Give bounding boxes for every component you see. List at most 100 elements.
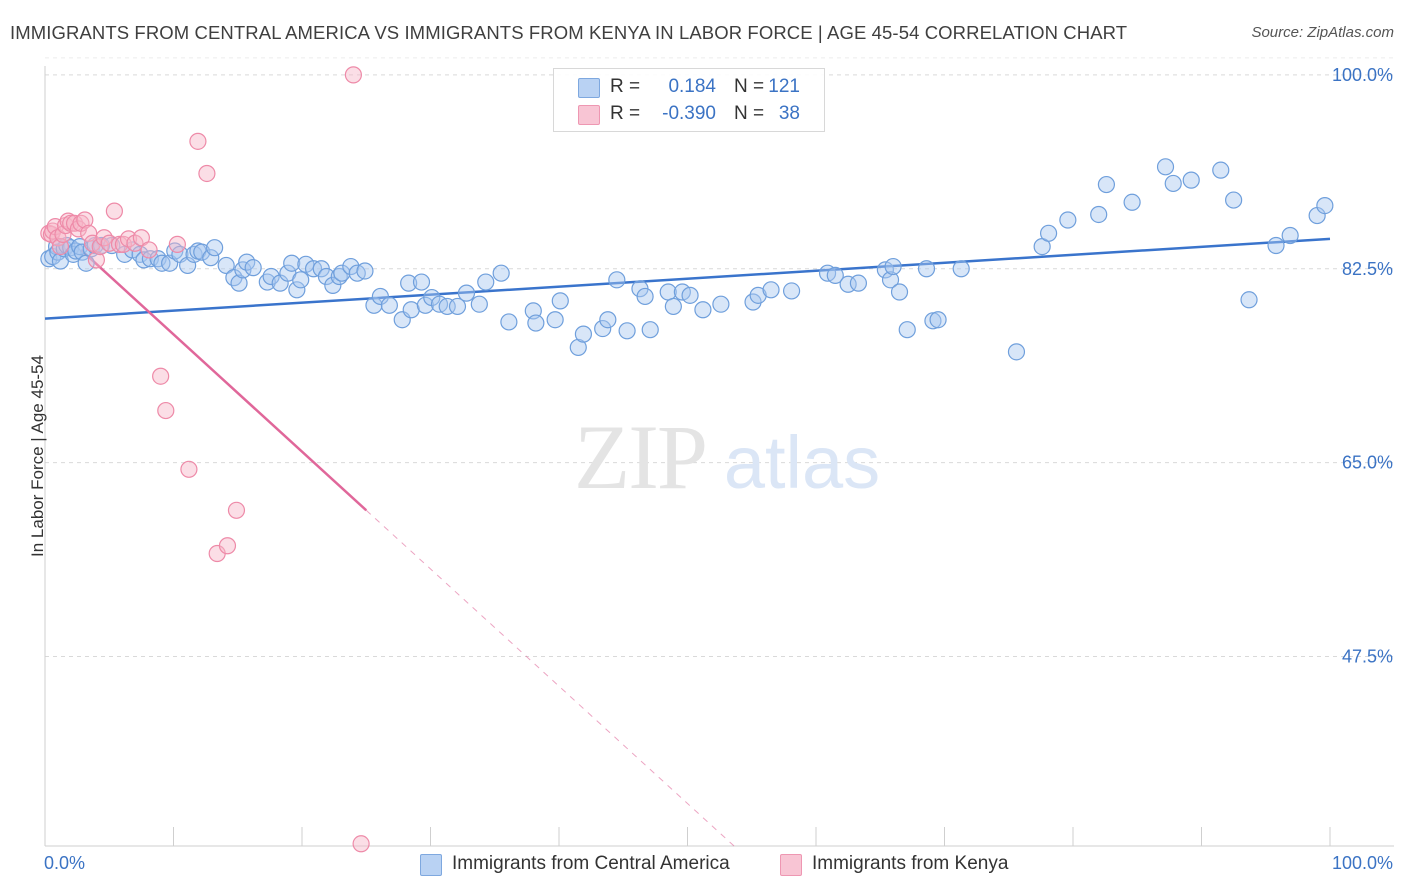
point-central-america [356,262,374,280]
legend-n-label: N = [734,103,765,124]
point-central-america [135,251,153,269]
point-central-america [244,259,262,277]
watermark: ZIP atlas [574,406,880,508]
point-central-america [492,264,510,282]
point-kenya [218,537,237,555]
legend-row-kenya: R = -0.390 N = 38 [554,100,824,128]
point-central-america [1212,161,1230,179]
legend-r-label: R = [610,76,641,97]
trend-extension-kenya [365,509,735,847]
y-tick-label: 82.5% [1342,259,1393,279]
point-central-america [1059,211,1077,229]
legend-r-value: -0.390 [662,103,716,124]
point-central-america [324,276,342,294]
point-central-america [1267,236,1285,255]
point-central-america [412,273,431,291]
bottom-legend: Immigrants from Central America Immigran… [0,852,1406,880]
point-central-america [230,274,248,292]
legend-r-label: R = [610,103,641,124]
point-kenya [140,241,158,259]
point-central-america [1039,224,1058,242]
point-central-america [288,281,306,299]
point-central-america [636,287,654,306]
grid-lines [45,57,1394,658]
y-tick-labels: 47.5% 65.0% 82.5% 100.0% [1332,65,1393,667]
point-kenya [87,251,106,269]
point-central-america [546,311,564,329]
point-central-america [712,295,730,313]
legend-r-value: 0.184 [668,76,716,97]
point-central-america [929,311,947,329]
point-central-america [1156,158,1175,176]
point-central-america [608,271,626,289]
point-central-america [569,338,587,357]
point-central-america [890,283,909,301]
legend: R = 0.184 N = 121 R = -0.390 N = 38 [553,68,825,132]
bottom-legend-swatch-blue [420,854,442,876]
point-kenya [180,460,198,478]
point-kenya [91,237,109,256]
point-kenya [189,132,207,150]
point-central-america [664,297,682,316]
point-kenya [198,164,216,183]
bottom-legend-swatch-pink [780,854,802,876]
point-kenya [152,367,170,385]
point-central-america [749,286,767,304]
point-central-america [849,274,868,292]
point-central-america [826,266,844,285]
point-central-america [1182,171,1200,189]
point-central-america [952,260,970,278]
legend-n-value: 121 [768,76,800,97]
point-central-america [898,321,916,339]
point-central-america [884,257,902,276]
legend-swatch-pink [578,105,600,125]
point-central-america [477,273,495,291]
point-central-america [283,254,301,272]
point-central-america [1007,343,1026,361]
point-central-america [234,261,252,279]
point-central-america [193,243,211,261]
x-tick-label: 0.0% [44,853,85,873]
point-central-america [457,284,476,302]
point-central-america [371,287,389,306]
point-central-america [618,322,636,340]
point-central-america [782,282,801,300]
source-label: Source: ZipAtlas.com [1251,24,1394,41]
y-tick-label: 65.0% [1342,453,1393,473]
point-central-america [1164,174,1182,193]
point-central-america [470,295,488,313]
point-central-america [402,301,420,319]
chart-title: IMMIGRANTS FROM CENTRAL AMERICA VS IMMIG… [10,22,1128,43]
point-central-america [594,319,612,338]
point-kenya [80,224,98,242]
legend-swatch-blue [578,78,600,98]
point-kenya [76,211,94,229]
bottom-legend-label: Immigrants from Central America [452,853,730,874]
point-central-america [917,260,936,278]
point-kenya [352,835,370,853]
point-kenya [157,401,175,420]
legend-row-central-america: R = 0.184 N = 121 [554,73,824,101]
point-central-america [641,321,659,339]
point-kenya [132,229,150,247]
point-central-america [380,296,398,314]
point-central-america [1123,193,1141,211]
legend-n-label: N = [734,76,765,97]
watermark-atlas: atlas [724,421,880,504]
trend-line-central-america [44,237,1331,320]
point-kenya [168,235,186,253]
point-central-america [1316,197,1334,215]
series-kenya [40,66,370,853]
point-central-america [1281,226,1299,245]
point-central-america [681,286,699,304]
point-central-america [574,325,593,343]
point-central-america [217,256,235,275]
point-central-america [1225,191,1243,209]
point-central-america [1240,291,1258,309]
point-kenya [344,66,362,84]
watermark-zip: ZIP [574,406,706,508]
point-central-america [1090,205,1108,224]
point-central-america [206,239,224,257]
trend-line-kenya [80,248,368,512]
